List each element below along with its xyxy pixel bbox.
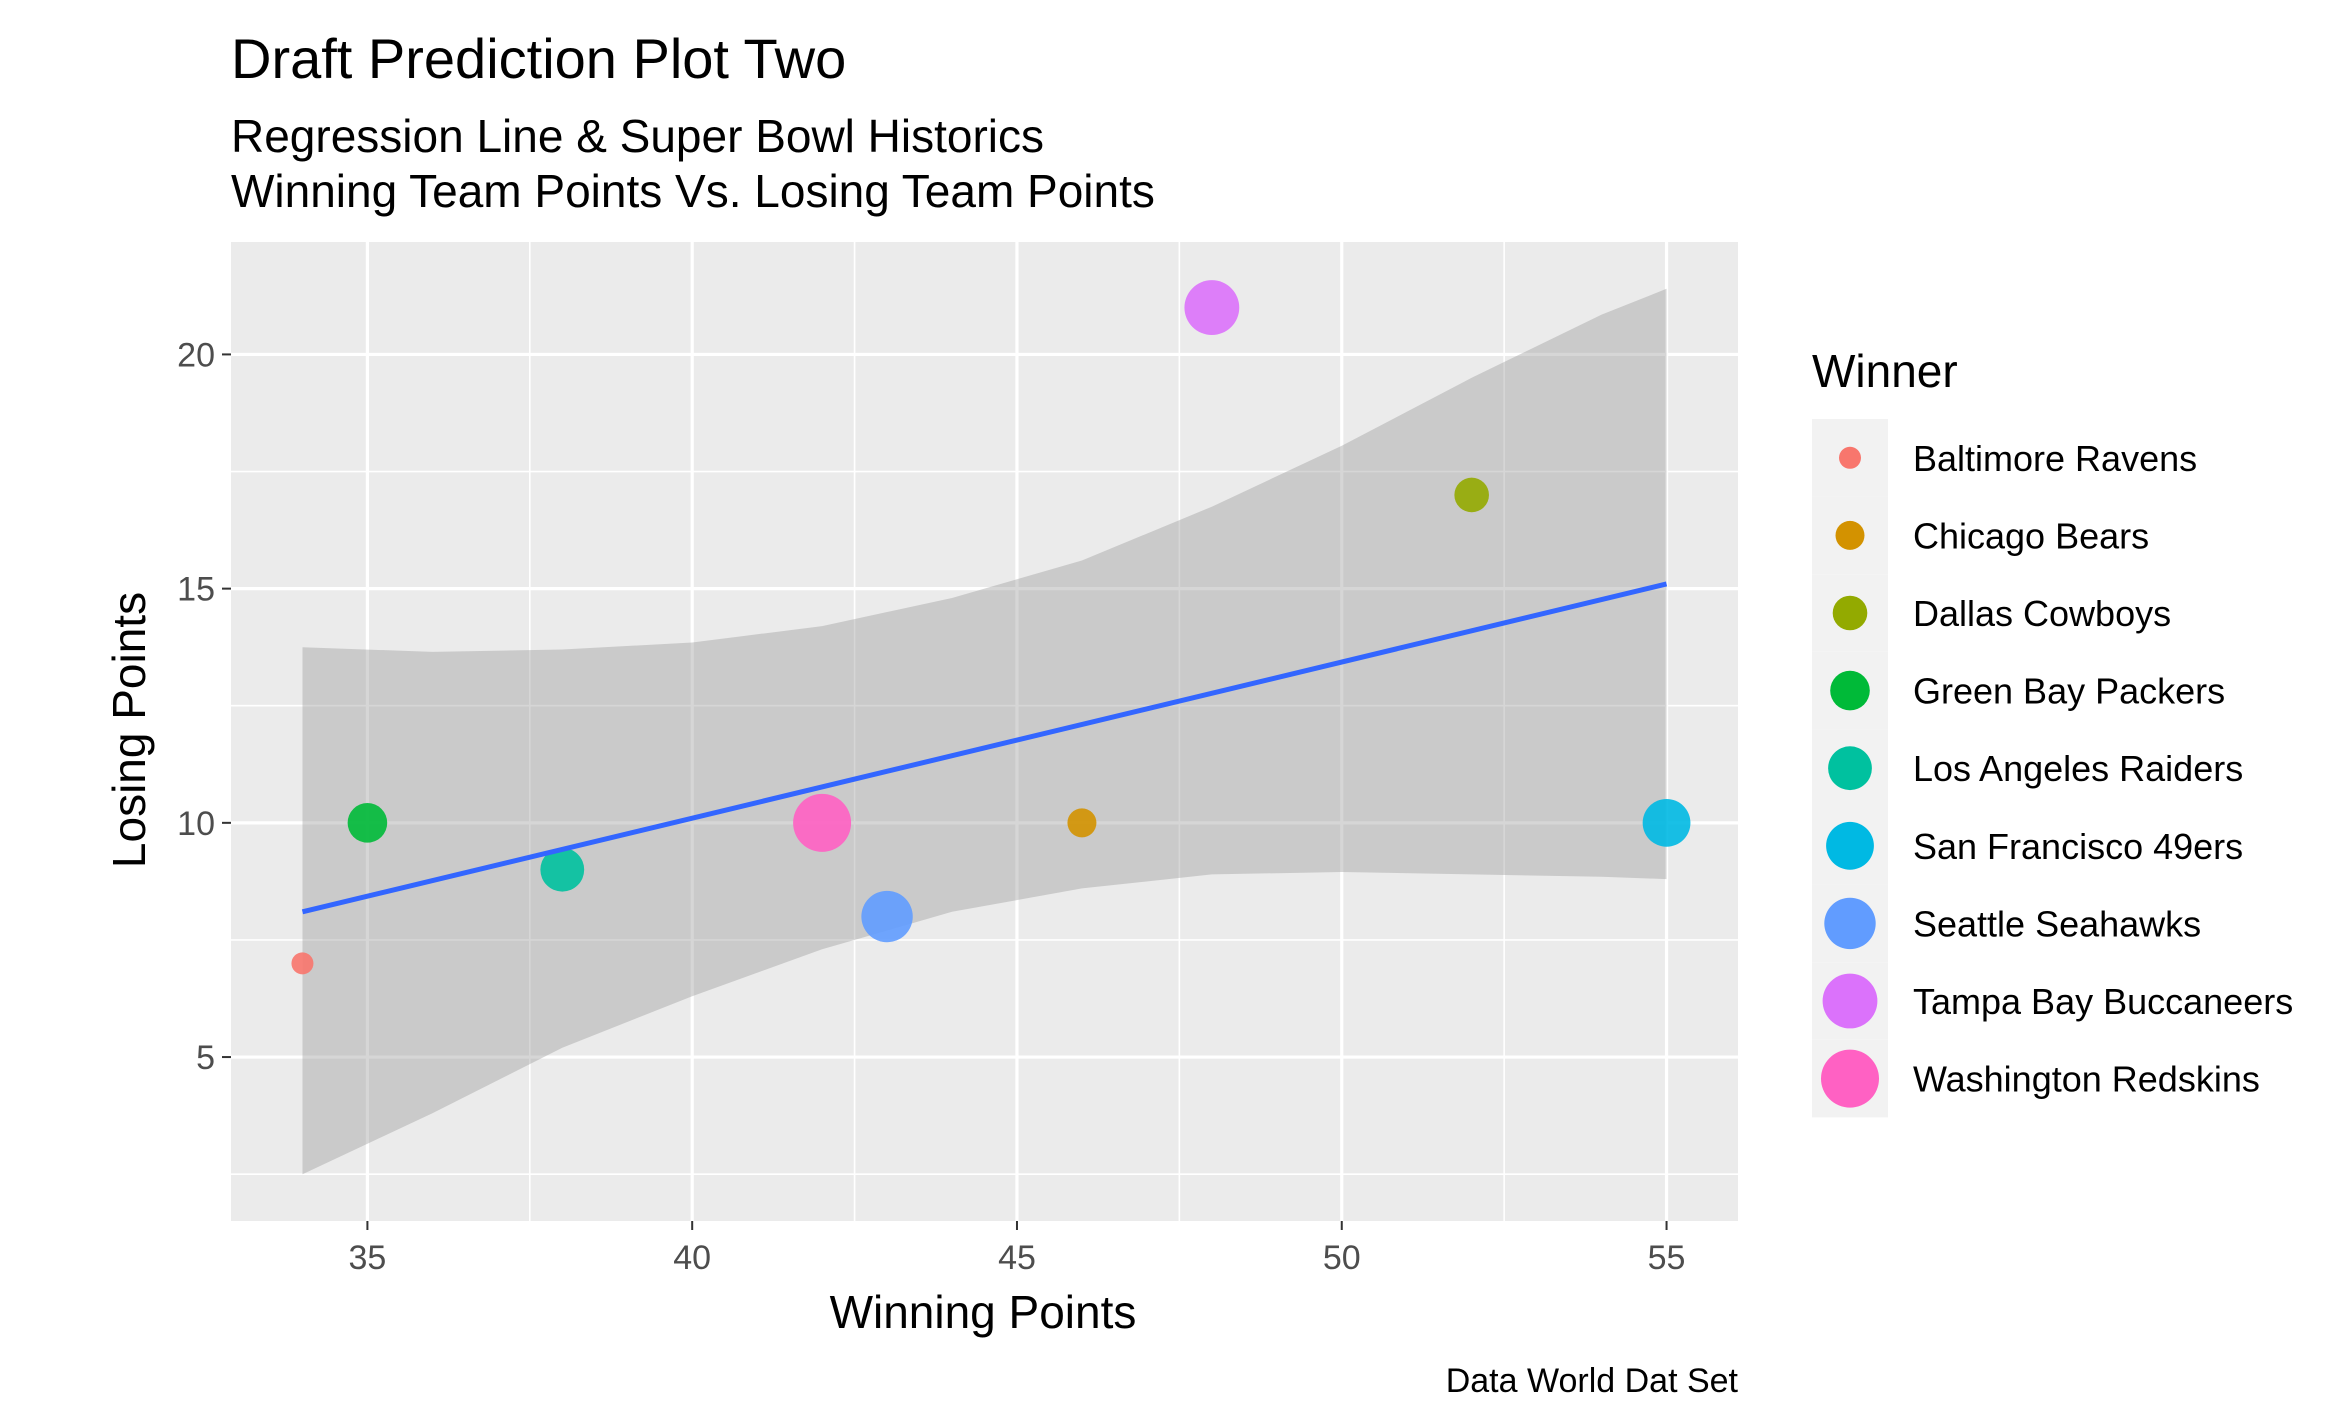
data-point <box>793 793 852 852</box>
legend-swatch <box>1824 897 1876 950</box>
legend: Winner Baltimore Ravens Chicago Bears Dall… <box>1812 345 2293 1118</box>
legend-label: Tampa Bay Buccaneers <box>1913 981 2293 1022</box>
legend-entries: Baltimore Ravens Chicago Bears Dallas Cowb… <box>1812 419 2293 1118</box>
x-axis-ticks: 35 40 45 50 55 <box>348 1221 1685 1277</box>
y-tick-label: 20 <box>177 336 215 374</box>
y-axis-ticks: 5 10 15 20 <box>177 336 231 1077</box>
x-tick-label: 35 <box>348 1239 386 1277</box>
regression-line <box>301 581 1668 915</box>
legend-label: Los Angeles Raiders <box>1913 748 2243 789</box>
legend-label: Seattle Seahawks <box>1913 903 2201 944</box>
data-point <box>861 890 913 943</box>
chart-title: Draft Prediction Plot Two <box>231 27 846 90</box>
legend-label: Green Bay Packers <box>1913 671 2225 712</box>
caption: Data World Dat Set <box>1446 1362 1739 1400</box>
legend-swatch <box>1830 670 1870 711</box>
legend-swatch <box>1822 973 1878 1029</box>
data-point <box>1184 280 1240 335</box>
points-layer <box>291 280 1691 975</box>
legend-swatch <box>1826 821 1874 870</box>
x-tick-label: 50 <box>1323 1239 1361 1277</box>
legend-swatch <box>1835 520 1865 550</box>
legend-label: Washington Redskins <box>1913 1059 2260 1100</box>
x-tick-label: 55 <box>1648 1239 1686 1277</box>
x-tick-label: 40 <box>673 1239 711 1277</box>
data-point <box>540 847 585 892</box>
legend-swatch <box>1821 1049 1879 1108</box>
legend-label: Dallas Cowboys <box>1913 593 2171 634</box>
chart-subtitle-line-2: Winning Team Points Vs. Losing Team Poin… <box>231 165 1155 217</box>
x-tick-label: 45 <box>998 1239 1036 1277</box>
data-point <box>1067 808 1097 838</box>
x-axis-label: Winning Points <box>830 1286 1137 1338</box>
legend-swatch <box>1839 446 1861 469</box>
y-tick-label: 15 <box>177 571 215 609</box>
y-tick-label: 10 <box>177 805 215 843</box>
data-point <box>1454 477 1489 513</box>
legend-swatch <box>1832 595 1868 631</box>
data-point <box>291 952 314 975</box>
data-point <box>347 803 388 843</box>
y-tick-label: 5 <box>196 1039 215 1077</box>
legend-label: Baltimore Ravens <box>1913 438 2197 479</box>
legend-title: Winner <box>1812 345 1958 397</box>
data-point <box>1642 798 1691 847</box>
chart-subtitle-line-1: Regression Line & Super Bowl Historics <box>231 110 1044 162</box>
legend-swatch <box>1828 746 1872 791</box>
legend-label: Chicago Bears <box>1913 515 2149 556</box>
y-axis-label: Losing Points <box>103 592 155 868</box>
plot-panel <box>231 242 1738 1221</box>
confidence-band <box>302 288 1667 1175</box>
legend-label: San Francisco 49ers <box>1913 826 2243 867</box>
confidence-band-layer <box>302 288 1667 1175</box>
regression-line-layer <box>301 581 1668 915</box>
